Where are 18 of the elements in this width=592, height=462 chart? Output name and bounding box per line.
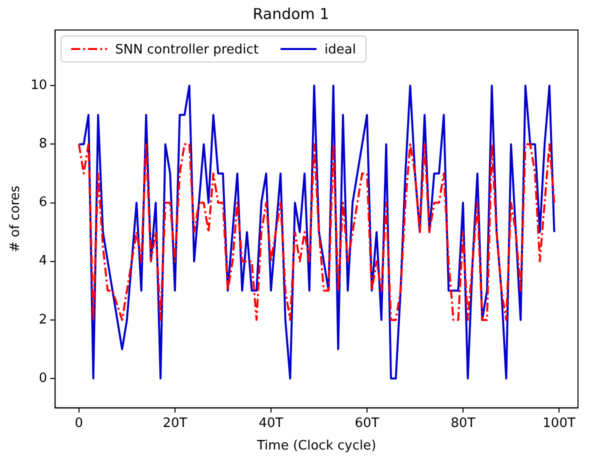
x-tick-label: 40T: [258, 416, 284, 431]
y-tick-label: 10: [30, 78, 48, 94]
y-tick-label: 8: [38, 136, 48, 152]
line-series: [78, 143, 556, 321]
y-axis-title: # of cores: [8, 185, 24, 252]
chart-title: Random 1: [252, 4, 330, 23]
legend-label: SNN controller predict: [115, 42, 259, 58]
y-tick-label: 2: [38, 312, 48, 328]
y-tick-label: 4: [38, 254, 48, 269]
x-tick-label: 100T: [542, 416, 576, 431]
x-tick-label: 20T: [162, 416, 188, 431]
legend-label: ideal: [324, 42, 356, 58]
y-tick-label: 6: [38, 195, 48, 210]
x-tick-label: 60T: [354, 416, 380, 431]
x-axis-title: Time (Clock cycle): [256, 438, 376, 454]
y-tick-label: 0: [38, 370, 48, 386]
x-tick-label: 0: [74, 416, 84, 431]
x-tick-label: 80T: [450, 416, 476, 431]
